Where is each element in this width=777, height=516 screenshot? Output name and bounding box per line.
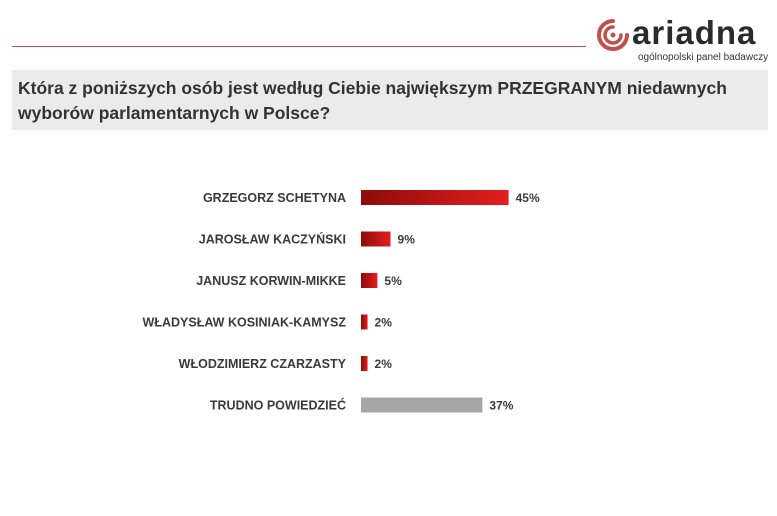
category-label: GRZEGORZ SCHETYNA <box>203 191 346 205</box>
category-label: WŁADYSŁAW KOSINIAK-KAMYSZ <box>143 316 347 330</box>
bar-chart: GRZEGORZ SCHETYNA 45% JAROSŁAW KACZYŃSKI 9%… <box>143 190 540 413</box>
question-panel <box>12 70 768 130</box>
value-label: 5% <box>384 274 402 288</box>
header-divider <box>12 46 586 47</box>
category-label: WŁODZIMIERZ CZARZASTY <box>179 357 347 371</box>
bar <box>361 231 391 247</box>
bar <box>361 356 368 371</box>
value-label: 9% <box>398 233 416 247</box>
value-label: 37% <box>489 399 513 413</box>
ariadna-logo-icon <box>597 19 629 51</box>
value-label: 2% <box>375 316 393 330</box>
bar <box>361 314 368 330</box>
brand-tagline: ogólnopolski panel badawczy <box>638 52 769 63</box>
category-label: JAROSŁAW KACZYŃSKI <box>199 232 346 247</box>
brand-name: ariadna <box>632 14 757 51</box>
category-label: JANUSZ KORWIN-MIKKE <box>196 274 346 288</box>
category-label: TRUDNO POWIEDZIEĆ <box>210 398 346 413</box>
survey-question: Która z poniższych osób jest według Cieb… <box>18 78 727 123</box>
bar <box>361 190 509 205</box>
value-label: 2% <box>375 357 393 371</box>
ariadna-logo: ariadna ogólnopolski panel badawczy <box>596 14 771 68</box>
bar <box>361 273 378 288</box>
value-label: 45% <box>516 191 540 205</box>
bar <box>361 397 483 413</box>
